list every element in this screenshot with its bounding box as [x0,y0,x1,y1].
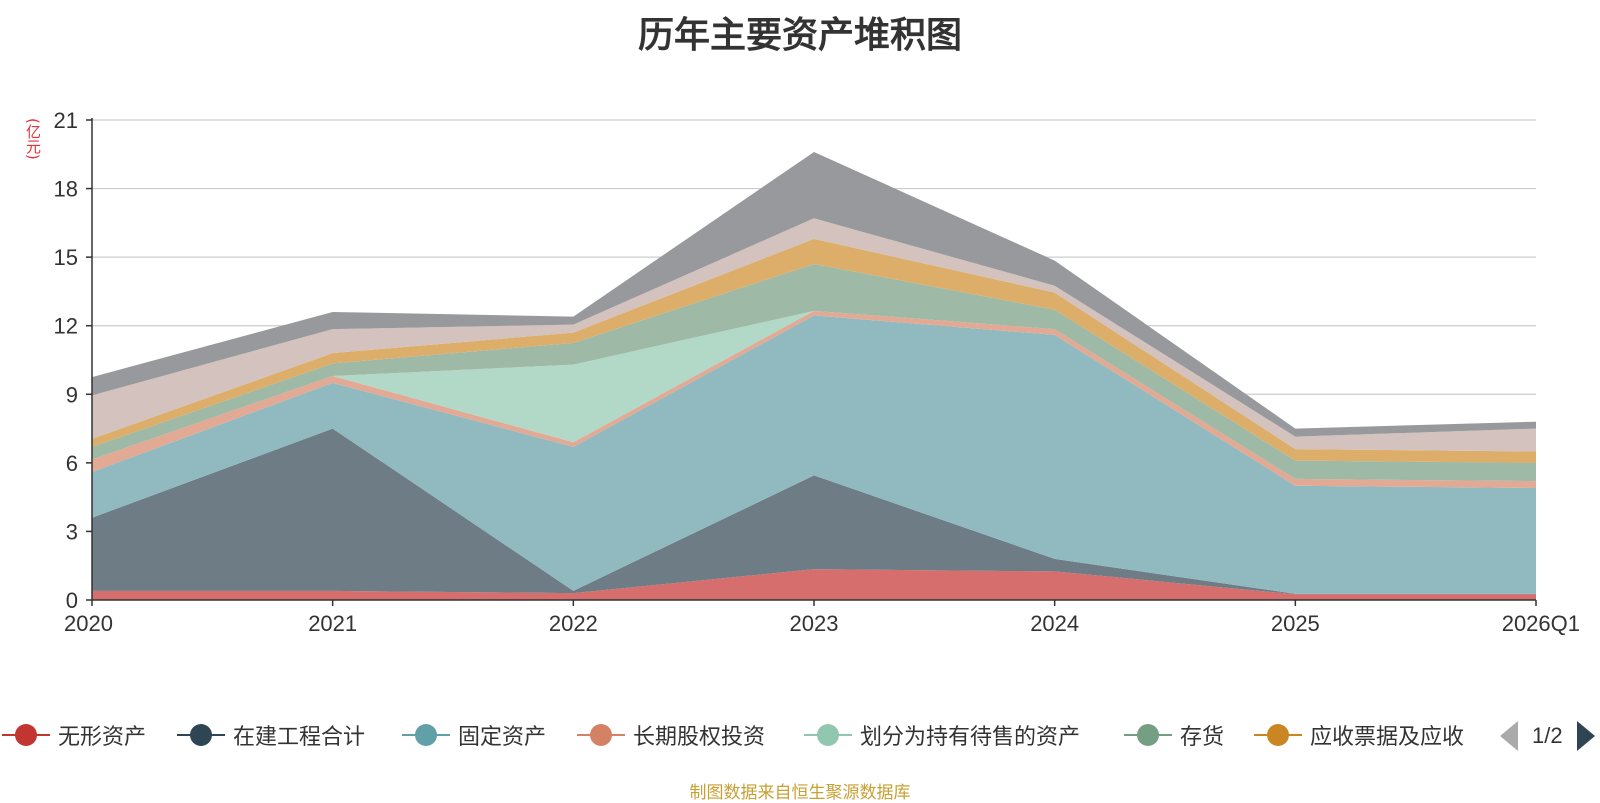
chart-title: 历年主要资产堆积图 [637,15,962,56]
x-tick-label: 2021 [308,611,357,636]
x-tick-label: 2025 [1271,611,1320,636]
legend-marker-icon [575,715,627,755]
x-tick-label: 2023 [790,611,839,636]
legend-marker-icon [1252,715,1304,755]
x-tick-label: 2024 [1030,611,1079,636]
legend-item[interactable]: 在建工程合计 [175,715,365,755]
legend-prev-page-icon[interactable] [1500,721,1518,751]
area-series [92,315,1536,594]
area-series [92,428,1536,595]
legend-marker-icon [1122,715,1174,755]
y-tick-label: 0 [66,588,78,613]
legend-pager: 1/2 [1500,716,1595,756]
legend-marker-icon [400,715,452,755]
legend: 无形资产 在建工程合计 固定资产 长期股权投资 划分为持有待售的资产 存货 应收票据及应收 [0,715,1600,755]
legend-item[interactable]: 存货 [1122,715,1224,755]
y-tick-label: 6 [66,451,78,476]
legend-label: 划分为持有待售的资产 [860,725,1081,750]
x-tick-label: 2026Q1 [1502,611,1580,636]
legend-item[interactable]: 应收票据及应收 [1252,715,1464,755]
y-tick-label: 21 [54,108,78,133]
legend-item[interactable]: 无形资产 [0,715,146,755]
y-tick-label: 3 [66,519,78,544]
legend-label: 固定资产 [458,725,547,750]
legend-marker-icon [175,715,227,755]
area-series [92,569,1536,600]
x-tick-label: 2020 [64,611,113,636]
legend-item[interactable]: 固定资产 [400,715,546,755]
legend-marker-icon [802,715,854,755]
legend-marker-icon [0,715,52,755]
x-tick-label: 2022 [549,611,598,636]
legend-label: 无形资产 [58,725,147,750]
area-series [92,152,1536,437]
y-tick-label: 12 [54,314,78,339]
area-series [92,218,1536,452]
legend-label: 长期股权投资 [633,725,766,750]
legend-label: 在建工程合计 [233,725,366,750]
area-series [92,264,1536,482]
source-note: 制图数据来自恒生聚源数据库 [689,783,911,803]
legend-item[interactable]: 长期股权投资 [575,715,765,755]
y-tick-label: 9 [66,382,78,407]
legend-item[interactable]: 划分为持有待售的资产 [802,715,1080,755]
legend-label: 存货 [1180,725,1225,750]
area-series [92,238,1536,463]
legend-next-page-icon[interactable] [1576,721,1595,751]
y-tick-label: 15 [54,245,78,270]
y-tick-label: 18 [54,177,78,202]
legend-page-indicator: 1/2 [1532,723,1563,748]
legend-label: 应收票据及应收 [1310,725,1465,750]
y-axis-unit-label: (亿元) [24,118,42,160]
